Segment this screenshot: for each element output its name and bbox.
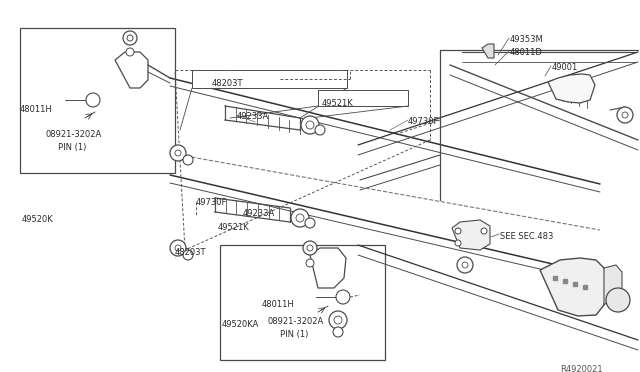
- Circle shape: [183, 250, 193, 260]
- Text: 49730F: 49730F: [196, 198, 227, 207]
- Circle shape: [307, 245, 313, 251]
- Circle shape: [462, 262, 468, 268]
- Polygon shape: [548, 74, 595, 103]
- Circle shape: [126, 48, 134, 56]
- Circle shape: [123, 31, 137, 45]
- Circle shape: [301, 116, 319, 134]
- Text: 49730F: 49730F: [408, 117, 440, 126]
- Circle shape: [455, 228, 461, 234]
- Circle shape: [334, 316, 342, 324]
- Circle shape: [170, 145, 186, 161]
- Text: 48011H: 48011H: [262, 300, 295, 309]
- Circle shape: [329, 311, 347, 329]
- Text: 49521K: 49521K: [218, 223, 250, 232]
- Polygon shape: [310, 248, 346, 288]
- Circle shape: [457, 257, 473, 273]
- Text: SEE SEC.483: SEE SEC.483: [500, 232, 554, 241]
- Text: 08921-3202A: 08921-3202A: [45, 130, 101, 139]
- Text: 48011D: 48011D: [510, 48, 543, 57]
- Circle shape: [481, 228, 487, 234]
- Circle shape: [170, 240, 186, 256]
- Text: 49353M: 49353M: [510, 35, 544, 44]
- Circle shape: [606, 288, 630, 312]
- Circle shape: [303, 241, 317, 255]
- Circle shape: [617, 107, 633, 123]
- Polygon shape: [115, 52, 148, 88]
- Text: 49521K: 49521K: [322, 99, 354, 108]
- Text: PIN (1): PIN (1): [280, 330, 308, 339]
- Bar: [20, 28, 175, 173]
- Polygon shape: [540, 258, 608, 316]
- Text: 48203T: 48203T: [175, 248, 207, 257]
- Polygon shape: [452, 220, 490, 250]
- Circle shape: [127, 35, 133, 41]
- Text: 48011H: 48011H: [20, 105, 52, 114]
- Circle shape: [455, 240, 461, 246]
- Text: 08921-3202A: 08921-3202A: [268, 317, 324, 326]
- Polygon shape: [604, 265, 622, 305]
- Circle shape: [333, 327, 343, 337]
- Circle shape: [336, 290, 350, 304]
- Bar: [192, 70, 347, 88]
- Text: 49001: 49001: [552, 63, 579, 72]
- Circle shape: [305, 218, 315, 228]
- Bar: [220, 245, 385, 360]
- Text: 49520K: 49520K: [22, 215, 54, 224]
- Bar: [318, 90, 408, 106]
- Polygon shape: [482, 44, 494, 58]
- Text: 49233A: 49233A: [243, 209, 275, 218]
- Circle shape: [183, 155, 193, 165]
- Circle shape: [86, 93, 100, 107]
- Circle shape: [296, 214, 304, 222]
- Text: 49233A: 49233A: [237, 112, 269, 121]
- Text: 49520KA: 49520KA: [222, 320, 259, 329]
- Circle shape: [175, 245, 181, 251]
- Circle shape: [291, 209, 309, 227]
- Text: PIN (1): PIN (1): [58, 143, 86, 152]
- Text: 48203T: 48203T: [212, 79, 243, 88]
- Circle shape: [306, 259, 314, 267]
- Circle shape: [315, 125, 325, 135]
- Text: R4920021: R4920021: [560, 365, 603, 372]
- Circle shape: [622, 112, 628, 118]
- Circle shape: [306, 121, 314, 129]
- Circle shape: [175, 150, 181, 156]
